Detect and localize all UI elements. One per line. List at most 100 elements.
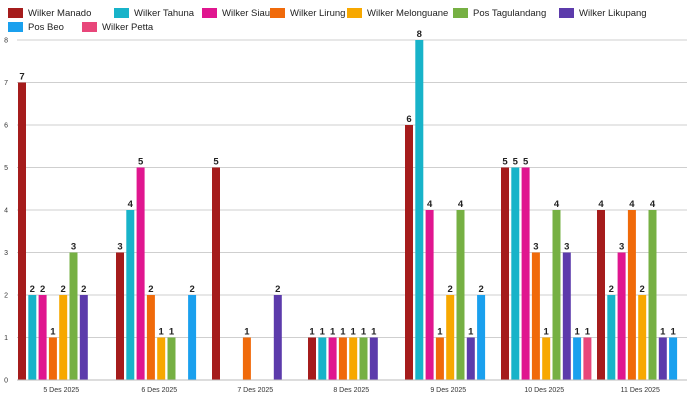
legend-swatch bbox=[8, 8, 23, 18]
bar bbox=[359, 337, 368, 380]
y-tick-label: 2 bbox=[4, 293, 8, 300]
chart-legend: Wilker Manado Wilker Tahuna Wilker Siau Wil… bbox=[8, 6, 647, 40]
bar bbox=[212, 167, 220, 380]
bar bbox=[116, 252, 124, 380]
data-label: 2 bbox=[61, 284, 66, 295]
data-label: 3 bbox=[533, 242, 538, 253]
data-label: 3 bbox=[117, 242, 122, 253]
bar bbox=[242, 337, 251, 380]
x-tick-label: 8 Des 2025 bbox=[333, 387, 369, 394]
bar bbox=[167, 337, 176, 380]
x-tick-label: 7 Des 2025 bbox=[237, 387, 273, 394]
legend-item: Wilker Petta bbox=[82, 20, 153, 34]
bar bbox=[79, 295, 88, 380]
data-label: 4 bbox=[650, 199, 656, 210]
bar bbox=[415, 40, 424, 380]
y-tick-label: 3 bbox=[4, 250, 8, 257]
legend-label: Wilker Manado bbox=[28, 7, 92, 19]
bar bbox=[627, 210, 636, 380]
data-label: 4 bbox=[427, 199, 433, 210]
legend-item: Pos Beo bbox=[8, 20, 64, 34]
legend-item: Wilker Melonguane bbox=[347, 6, 448, 20]
data-label: 2 bbox=[478, 284, 483, 295]
legend-swatch bbox=[202, 8, 217, 18]
data-label: 4 bbox=[629, 199, 635, 210]
data-label: 2 bbox=[275, 284, 280, 295]
legend-label: Wilker Tahuna bbox=[134, 7, 195, 19]
bar bbox=[658, 337, 667, 380]
bar bbox=[521, 167, 530, 380]
bar bbox=[328, 337, 337, 380]
data-label: 1 bbox=[371, 327, 377, 338]
bar bbox=[456, 210, 465, 380]
legend-swatch bbox=[114, 8, 129, 18]
data-label: 2 bbox=[609, 284, 614, 295]
data-label: 4 bbox=[458, 199, 464, 210]
data-label: 1 bbox=[670, 327, 676, 338]
bar bbox=[597, 210, 605, 380]
data-label: 1 bbox=[159, 327, 165, 338]
y-tick-label: 7 bbox=[4, 80, 8, 87]
bar bbox=[669, 337, 678, 380]
data-label: 1 bbox=[585, 327, 591, 338]
legend-label: Wilker Petta bbox=[102, 21, 154, 33]
legend-item: Wilker Lirung bbox=[270, 6, 345, 20]
data-label: 1 bbox=[660, 327, 666, 338]
bar bbox=[466, 337, 475, 380]
data-label: 1 bbox=[340, 327, 346, 338]
bar bbox=[435, 337, 444, 380]
data-label: 4 bbox=[554, 199, 560, 210]
data-label: 2 bbox=[30, 284, 35, 295]
legend-item: Wilker Siau bbox=[202, 6, 270, 20]
data-label: 1 bbox=[320, 327, 326, 338]
data-label: 2 bbox=[189, 284, 194, 295]
y-tick-label: 1 bbox=[4, 335, 8, 342]
data-label: 1 bbox=[468, 327, 474, 338]
x-tick-label: 5 Des 2025 bbox=[43, 387, 79, 394]
x-tick-label: 9 Des 2025 bbox=[430, 387, 466, 394]
bar bbox=[273, 295, 282, 380]
bar bbox=[638, 295, 647, 380]
y-tick-label: 0 bbox=[4, 378, 8, 385]
data-label: 5 bbox=[138, 157, 144, 168]
legend-label: Pos Beo bbox=[28, 21, 64, 33]
bar bbox=[425, 210, 434, 380]
bar bbox=[648, 210, 657, 380]
data-label: 1 bbox=[437, 327, 443, 338]
bar bbox=[18, 82, 26, 380]
legend-item: Wilker Likupang bbox=[559, 6, 647, 20]
bar bbox=[531, 252, 540, 380]
legend-label: Pos Tagulandang bbox=[473, 7, 547, 19]
data-label: 6 bbox=[406, 114, 411, 125]
bar bbox=[38, 295, 47, 380]
bar bbox=[617, 252, 626, 380]
data-label: 8 bbox=[417, 29, 422, 40]
data-label: 3 bbox=[71, 242, 76, 253]
bar bbox=[542, 337, 551, 380]
bar bbox=[583, 337, 592, 380]
y-tick-label: 8 bbox=[4, 38, 8, 45]
bar bbox=[48, 337, 57, 380]
data-label: 4 bbox=[598, 199, 604, 210]
data-label: 1 bbox=[244, 327, 250, 338]
y-tick-label: 5 bbox=[4, 165, 8, 172]
legend-item: Wilker Manado bbox=[8, 6, 91, 20]
bar bbox=[146, 295, 155, 380]
bar bbox=[308, 337, 316, 380]
bar bbox=[338, 337, 347, 380]
bar bbox=[405, 125, 413, 380]
legend-swatch bbox=[347, 8, 362, 18]
data-label: 1 bbox=[50, 327, 56, 338]
legend-swatch bbox=[270, 8, 285, 18]
legend-swatch bbox=[453, 8, 468, 18]
legend-label: Wilker Siau bbox=[222, 7, 271, 19]
bar bbox=[59, 295, 68, 380]
bar bbox=[446, 295, 455, 380]
legend-label: Wilker Likupang bbox=[579, 7, 647, 19]
data-label: 1 bbox=[544, 327, 550, 338]
bar bbox=[607, 295, 616, 380]
data-label: 4 bbox=[128, 199, 134, 210]
legend-label: Wilker Melonguane bbox=[367, 7, 449, 19]
bar bbox=[349, 337, 358, 380]
